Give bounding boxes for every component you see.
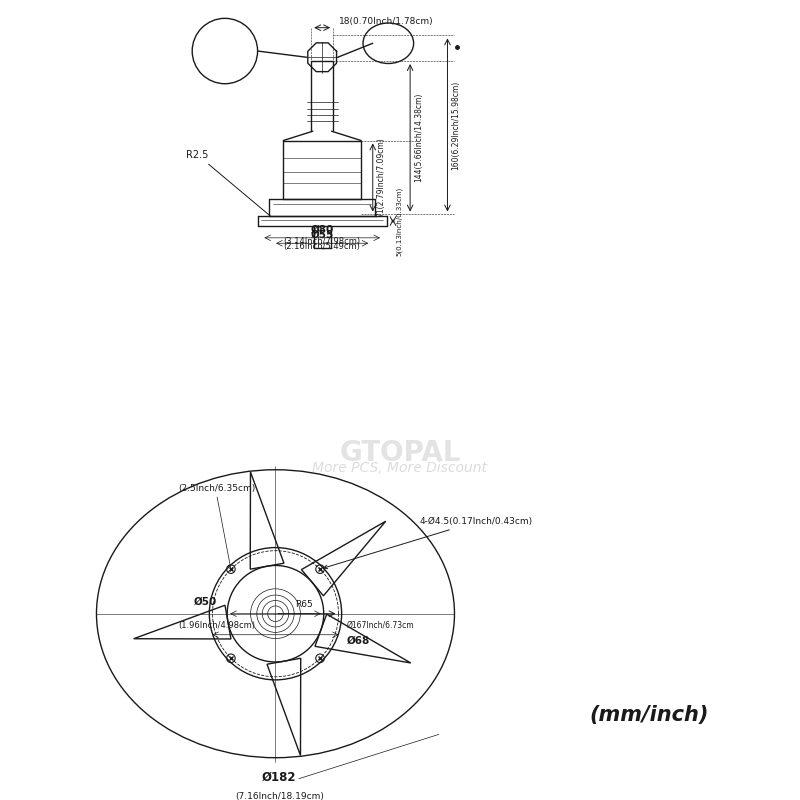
Text: R2.5: R2.5	[186, 150, 271, 217]
Text: (7.16Inch/18.19cm): (7.16Inch/18.19cm)	[235, 792, 324, 800]
Text: 160(6.29Inch/15.98cm): 160(6.29Inch/15.98cm)	[451, 80, 460, 170]
Text: R65: R65	[295, 600, 313, 609]
Text: Ø80: Ø80	[310, 225, 334, 235]
Text: 4-Ø4.5(0.17Inch/0.43cm): 4-Ø4.5(0.17Inch/0.43cm)	[324, 518, 533, 569]
Text: (1.96Inch/4.98cm): (1.96Inch/4.98cm)	[178, 621, 256, 630]
Text: Ø68: Ø68	[347, 635, 370, 646]
Text: 144(5.66Inch/14.38cm): 144(5.66Inch/14.38cm)	[414, 93, 423, 182]
Text: (3.14Inch/7.98cm): (3.14Inch/7.98cm)	[284, 237, 361, 246]
Text: (2.16Inch/5.49cm): (2.16Inch/5.49cm)	[284, 242, 361, 250]
Text: Ø182: Ø182	[262, 771, 297, 784]
Text: (2.5Inch/6.35cm): (2.5Inch/6.35cm)	[178, 484, 256, 493]
Text: 5(0.13Inch/0.33cm): 5(0.13Inch/0.33cm)	[396, 186, 402, 256]
Text: GTOPAL: GTOPAL	[339, 438, 461, 466]
Text: More PCS, More Discount: More PCS, More Discount	[313, 461, 487, 475]
Text: (mm/inch): (mm/inch)	[590, 705, 709, 725]
Text: 71(2.79Inch/7.09cm): 71(2.79Inch/7.09cm)	[377, 138, 386, 218]
Text: Ø55: Ø55	[310, 230, 334, 240]
Text: 18(0.70Inch/1.78cm): 18(0.70Inch/1.78cm)	[339, 17, 434, 26]
Text: Ø50: Ø50	[194, 596, 217, 606]
Text: Ø167Inch/6.73cm: Ø167Inch/6.73cm	[347, 621, 414, 630]
